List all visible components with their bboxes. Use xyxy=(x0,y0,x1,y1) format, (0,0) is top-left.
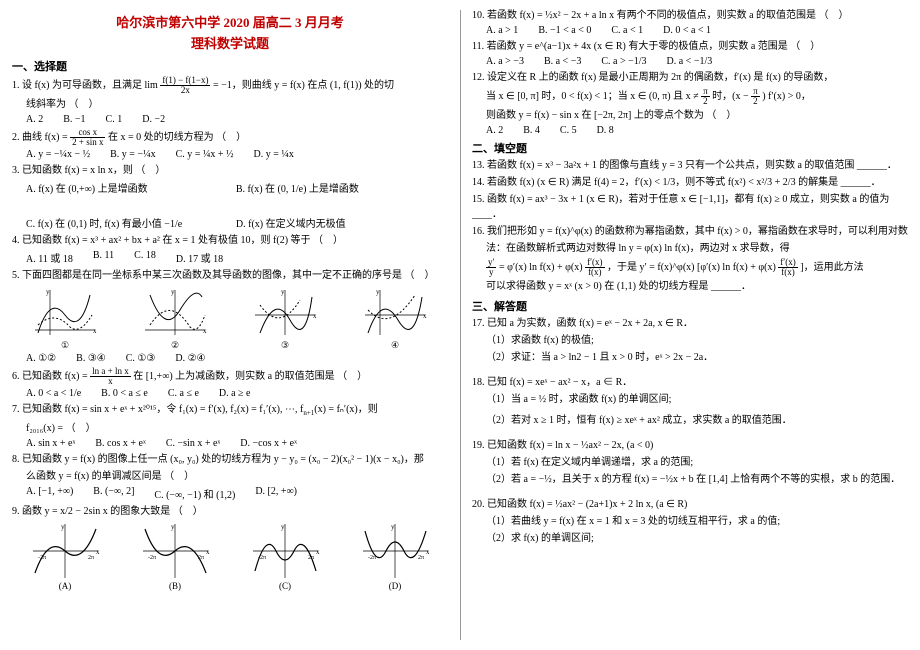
q5-graph-1: xy ① xyxy=(30,285,100,351)
q9-graph-d: -2π2π xy (D) xyxy=(358,521,433,591)
q16-formula: y′y = φ′(x) ln f(x) + φ(x) f′(x)f(x) ，于是… xyxy=(472,258,908,277)
q5-graph-2: xy ② xyxy=(140,285,210,351)
svg-text:x: x xyxy=(313,312,317,320)
q12-line3: 则函数 y = f(x) − sin x 在 [−2π, 2π] 上的零点个数为… xyxy=(472,108,908,123)
q5-graph-3: xy ③ xyxy=(250,285,320,351)
q8-options: A. [−1, +∞) B. (−∞, 2] C. (−∞, −1) 和 (1,… xyxy=(12,486,448,501)
svg-text:y: y xyxy=(376,288,380,296)
section-3-header: 三、解答题 xyxy=(472,298,908,314)
question-1: 1. 设 f(x) 为可导函数，且满足 lim f(1) − f(1−x) 2x… xyxy=(12,76,448,95)
svg-text:-2π: -2π xyxy=(148,555,156,561)
question-5: 5. 下面四图都是在同一坐标系中某三次函数及其导函数的图像，其中一定不正确的序号… xyxy=(12,268,448,283)
q16-line3: 可以求得函数 y = xˣ (x > 0) 在 (1,1) 处的切线方程是 __… xyxy=(472,279,908,294)
question-4: 4. 已知函数 f(x) = x³ + ax² + bx + a² 在 x = … xyxy=(12,233,448,248)
q10-options: A. a > 1 B. −1 < a < 0 C. a < 1 D. 0 < a… xyxy=(472,25,908,36)
q12-line2: 当 x ∈ [0, π] 时，0 < f(x) < 1；当 x ∈ (0, π)… xyxy=(472,87,908,106)
svg-text:-2π: -2π xyxy=(38,555,46,561)
svg-text:x: x xyxy=(93,327,97,335)
svg-text:y: y xyxy=(61,523,65,531)
q6-options: A. 0 < a < 1/e B. 0 < a ≤ e C. a ≤ e D. … xyxy=(12,388,448,399)
q1-options: A. 2 B. −1 C. 1 D. −2 xyxy=(12,114,448,125)
left-column: 哈尔滨市第六中学 2020 届高二 3 月月考 理科数学试题 一、选择题 1. … xyxy=(0,0,460,650)
q11-options: A. a > −3 B. a < −3 C. a > −1/3 D. a < −… xyxy=(472,56,908,67)
question-11: 11. 若函数 y = e^(a−1)x + 4x (x ∈ R) 有大于零的极… xyxy=(472,39,908,54)
svg-text:2π: 2π xyxy=(308,555,314,561)
svg-text:2π: 2π xyxy=(418,555,424,561)
svg-text:x: x xyxy=(206,548,210,556)
q20-p1: （1）若曲线 y = f(x) 在 x = 1 和 x = 3 处的切线互相平行… xyxy=(472,514,908,529)
section-2-header: 二、填空题 xyxy=(472,140,908,156)
q5-graph-4: xy ④ xyxy=(360,285,430,351)
q17-p1: （1）求函数 f(x) 的极值; xyxy=(472,333,908,348)
svg-text:y: y xyxy=(46,288,50,296)
svg-text:x: x xyxy=(96,548,100,556)
q7-options: A. sin x + eˣ B. cos x + eˣ C. −sin x + … xyxy=(12,438,448,449)
question-6: 6. 已知函数 f(x) = ln a + ln x x 在 [1,+∞) 上为… xyxy=(12,367,448,386)
question-12: 12. 设定义在 R 上的函数 f(x) 是最小正周期为 2π 的偶函数，f′(… xyxy=(472,70,908,85)
section-1-header: 一、选择题 xyxy=(12,58,448,74)
svg-text:-2π: -2π xyxy=(368,555,376,561)
question-20: 20. 已知函数 f(x) = ½ax² − (2a+1)x + 2 ln x,… xyxy=(472,497,908,512)
q1-line2: 线斜率为 （ ） xyxy=(12,97,448,112)
question-16: 16. 我们把形如 y = f(x)^φ(x) 的函数称为幂指函数，其中 f(x… xyxy=(472,224,908,239)
right-column: 10. 若函数 f(x) = ½x² − 2x + a ln x 有两个不同的极… xyxy=(460,0,920,650)
svg-text:2π: 2π xyxy=(198,555,204,561)
q9-graph-a: -2π2π xy (A) xyxy=(28,521,103,591)
q2-options: A. y = −¼x − ½ B. y = −¼x C. y = ¼x + ½ … xyxy=(12,149,448,160)
svg-text:-2π: -2π xyxy=(258,555,266,561)
svg-text:2π: 2π xyxy=(88,555,94,561)
question-3: 3. 已知函数 f(x) = x ln x，则 （ ） xyxy=(12,163,448,178)
svg-text:y: y xyxy=(281,288,285,296)
q18-p2: （2）若对 x ≥ 1 时，恒有 f(x) ≥ xeˣ + ax² 成立，求实数… xyxy=(472,413,908,428)
q18-p1: （1）当 a = ½ 时，求函数 f(x) 的单调区间; xyxy=(472,392,908,407)
svg-text:y: y xyxy=(281,523,285,531)
question-14: 14. 若函数 f(x) (x ∈ R) 满足 f(4) = 2，f′(x) <… xyxy=(472,175,908,190)
exam-title: 哈尔滨市第六中学 2020 届高二 3 月月考 xyxy=(12,12,448,31)
q9-graph-c: -2π2π xy (C) xyxy=(248,521,323,591)
q9-graph-b: -2π2π xy (B) xyxy=(138,521,213,591)
q17-p2: （2）求证：当 a > ln2 − 1 且 x > 0 时，eˣ > 2x − … xyxy=(472,350,908,365)
q19-p2: （2）若 a = −½，且关于 x 的方程 f(x) = −½x + b 在 [… xyxy=(472,472,908,487)
q7-line2: f₂₀₁₆(x) = （ ） xyxy=(12,421,448,436)
q1-stem: 1. 设 f(x) 为可导函数，且满足 lim xyxy=(12,80,158,91)
svg-text:x: x xyxy=(426,548,430,556)
question-9: 9. 函数 y = x/2 − 2sin x 的图象大致是 （ ） xyxy=(12,504,448,519)
question-2: 2. 曲线 f(x) = cos x 2 + sin x 在 x = 0 处的切… xyxy=(12,128,448,147)
q4-options: A. 11 或 18 B. 11 C. 18 D. 17 或 18 xyxy=(12,250,448,265)
q5-graphs: xy ① xy ② xy ③ xyxy=(12,285,448,351)
question-10: 10. 若函数 f(x) = ½x² − 2x + a ln x 有两个不同的极… xyxy=(472,8,908,23)
q3-options: A. f(x) 在 (0,+∞) 上是增函数 B. f(x) 在 (0, 1/e… xyxy=(12,180,448,230)
q12-options: A. 2 B. 4 C. 5 D. 8 xyxy=(472,125,908,136)
exam-subtitle: 理科数学试题 xyxy=(12,33,448,52)
question-15: 15. 函数 f(x) = ax³ − 3x + 1 (x ∈ R)，若对于任意… xyxy=(472,192,908,222)
svg-text:y: y xyxy=(171,288,175,296)
question-13: 13. 若函数 f(x) = x³ − 3a²x + 1 的图像与直线 y = … xyxy=(472,158,908,173)
q16-line2: 法：在函数解析式两边对数得 ln y = φ(x) ln f(x)，两边对 x … xyxy=(472,241,908,256)
q20-p2: （2）求 f(x) 的单调区间; xyxy=(472,531,908,546)
svg-text:x: x xyxy=(203,327,207,335)
svg-text:x: x xyxy=(316,548,320,556)
svg-text:y: y xyxy=(171,523,175,531)
question-19: 19. 已知函数 f(x) = ln x − ½ax² − 2x, (a < 0… xyxy=(472,438,908,453)
q5-options: A. ①② B. ③④ C. ①③ D. ②④ xyxy=(12,353,448,364)
question-18: 18. 已知 f(x) = xeˣ − ax² − x，a ∈ R． xyxy=(472,375,908,390)
question-8: 8. 已知函数 y = f(x) 的图像上任一点 (x₀, y₀) 处的切线方程… xyxy=(12,452,448,467)
q9-graphs: -2π2π xy (A) -2π2π xy (B) -2π2π xy xyxy=(12,521,448,591)
svg-text:x: x xyxy=(423,312,427,320)
svg-text:y: y xyxy=(391,523,395,531)
question-17: 17. 已知 a 为实数，函数 f(x) = eˣ − 2x + 2a, x ∈… xyxy=(472,316,908,331)
q19-p1: （1）若 f(x) 在定义域内单调递增，求 a 的范围; xyxy=(472,455,908,470)
q8-line2: 么函数 y = f(x) 的单调减区间是 （ ） xyxy=(12,469,448,484)
question-7: 7. 已知函数 f(x) = sin x + eˣ + x²⁰¹⁵，令 f₁(x… xyxy=(12,402,448,419)
